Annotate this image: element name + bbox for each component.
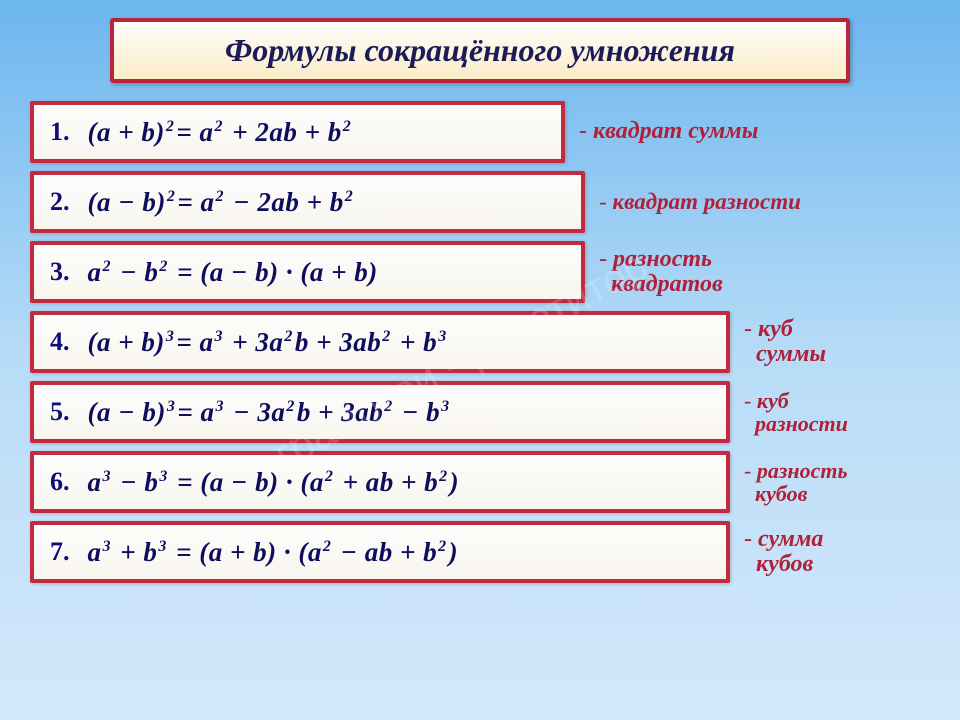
page-title: Формулы сокращённого умножения <box>225 32 735 68</box>
formula-label: - квадрат суммы <box>579 119 758 144</box>
formula-number: 3. <box>50 257 70 287</box>
formula-equation: a3 − b3 = (a − b) · (a2 + ab + b2) <box>88 467 460 498</box>
formula-list: 1. (a + b)2= a2 + 2ab + b2 - квадрат суммы… <box>30 101 930 583</box>
title-box: Формулы сокращённого умножения <box>110 18 850 83</box>
formula-label: - куб разности <box>744 389 848 436</box>
formula-number: 5. <box>50 397 70 427</box>
formula-box: 6. a3 − b3 = (a − b) · (a2 + ab + b2) <box>30 451 730 513</box>
formula-equation: a2 − b2 = (a − b) · (a + b) <box>88 257 378 288</box>
formula-box: 1. (a + b)2= a2 + 2ab + b2 <box>30 101 565 163</box>
formula-number: 6. <box>50 467 70 497</box>
formula-label: - разность квадратов <box>599 247 723 298</box>
formula-equation: (a + b)2= a2 + 2ab + b2 <box>88 117 354 148</box>
formula-number: 4. <box>50 327 70 357</box>
formula-number: 1. <box>50 117 70 147</box>
formula-row: 7. a3 + b3 = (a + b) · (a2 − ab + b2) - су… <box>30 521 930 583</box>
formula-row: 4. (a + b)3= a3 + 3a2b + 3ab2 + b3 - куб с… <box>30 311 930 373</box>
formula-box: 5. (a − b)3= a3 − 3a2b + 3ab2 − b3 <box>30 381 730 443</box>
formula-label: - разность кубов <box>744 459 848 506</box>
formula-number: 2. <box>50 187 70 217</box>
formula-row: 5. (a − b)3= a3 − 3a2b + 3ab2 − b3 - куб р… <box>30 381 930 443</box>
formula-row: 1. (a + b)2= a2 + 2ab + b2 - квадрат суммы <box>30 101 930 163</box>
formula-row: 3. a2 − b2 = (a − b) · (a + b) - разность … <box>30 241 930 303</box>
formula-equation: a3 + b3 = (a + b) · (a2 − ab + b2) <box>88 537 459 568</box>
formula-equation: (a − b)3= a3 − 3a2b + 3ab2 − b3 <box>88 397 452 428</box>
formula-box: 2. (a − b)2= a2 − 2ab + b2 <box>30 171 585 233</box>
formula-row: 2. (a − b)2= a2 − 2ab + b2 - квадрат разно… <box>30 171 930 233</box>
formula-label: - куб суммы <box>744 317 826 368</box>
formula-label: - квадрат разности <box>599 190 801 214</box>
formula-number: 7. <box>50 537 70 567</box>
formula-box: 7. a3 + b3 = (a + b) · (a2 − ab + b2) <box>30 521 730 583</box>
formula-box: 3. a2 − b2 = (a − b) · (a + b) <box>30 241 585 303</box>
formula-equation: (a + b)3= a3 + 3a2b + 3ab2 + b3 <box>88 327 449 358</box>
formula-equation: (a − b)2= a2 − 2ab + b2 <box>88 187 356 218</box>
formula-label: - сумма кубов <box>744 527 823 578</box>
formula-box: 4. (a + b)3= a3 + 3a2b + 3ab2 + b3 <box>30 311 730 373</box>
formula-row: 6. a3 − b3 = (a − b) · (a2 + ab + b2) - ра… <box>30 451 930 513</box>
